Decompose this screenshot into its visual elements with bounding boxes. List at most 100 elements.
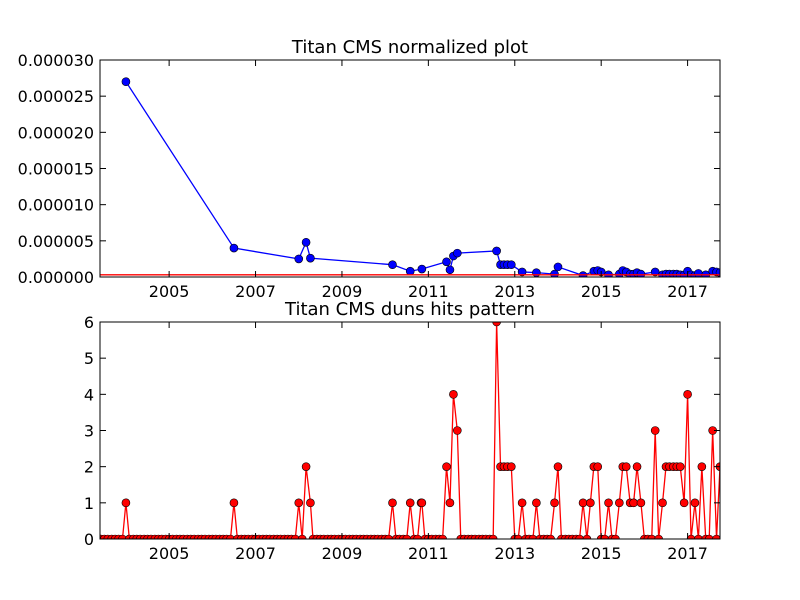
duns-data-point: [449, 390, 458, 399]
normalized-x-tick-label: 2013: [494, 282, 535, 301]
duns-data-point: [294, 498, 304, 508]
normalized-x-tick-label: 2009: [322, 282, 363, 301]
duns-data-point: [704, 534, 714, 539]
duns-data-point: [553, 462, 563, 471]
normalized-data-point: [694, 269, 703, 277]
duns-y-tick-label: 3: [84, 422, 94, 441]
duns-y-tick-label: 0: [84, 530, 94, 549]
normalized-x-tick-label: 2015: [581, 282, 622, 301]
duns-data-point: [629, 498, 638, 508]
duns-data-point: [384, 534, 393, 539]
normalized-y-tick-label: 0.000010: [18, 196, 94, 215]
duns-x-tick-label: 2013: [494, 544, 535, 563]
duns-data-point: [517, 498, 527, 508]
normalized-y-tick-label: 0.000015: [18, 160, 94, 179]
duns-x-tick-label: 2011: [408, 544, 449, 563]
duns-data-point: [290, 534, 300, 539]
duns-data-point: [550, 498, 559, 508]
duns-data-point: [582, 534, 592, 539]
duns-data-point: [445, 498, 455, 508]
duns-data-point: [694, 534, 703, 539]
duns-data-point: [621, 462, 631, 471]
duns-x-tick-label: 2009: [322, 544, 363, 563]
duns-data-point: [513, 534, 523, 539]
duns-data-point: [546, 534, 555, 539]
duns-series-line-0: [100, 322, 720, 539]
duns-data-point: [453, 426, 462, 435]
duns-data-point: [402, 534, 412, 539]
duns-plot-area: [100, 322, 720, 539]
duns-data-point: [600, 534, 609, 539]
normalized-y-tick-label: 0.000000: [18, 268, 94, 287]
duns-data-point: [604, 498, 613, 508]
duns-data-point: [121, 498, 131, 508]
duns-data-point: [697, 462, 707, 471]
normalized-plot-chart: Titan CMS normalized plot 2005 2007 2009 201…: [18, 37, 721, 301]
normalized-data-point: [553, 262, 563, 272]
duns-data-point: [532, 498, 541, 508]
normalized-data-point: [405, 266, 415, 276]
duns-data-point: [593, 462, 603, 471]
normalized-x-tick-label: 2005: [149, 282, 190, 301]
duns-data-point: [686, 534, 696, 539]
duns-data-point: [683, 390, 692, 399]
duns-data-point: [297, 534, 307, 539]
duns-data-point: [690, 498, 700, 508]
duns-data-point: [586, 498, 595, 508]
normalized-x-tick-label: 2011: [408, 282, 449, 301]
duns-data-point: [578, 498, 588, 508]
normalized-data-point: [442, 257, 451, 267]
normalized-data-point: [306, 253, 315, 263]
duns-data-point: [442, 462, 451, 471]
duns-data-point: [388, 498, 397, 508]
normalized-data-point: [507, 260, 516, 270]
duns-data-point: [528, 534, 538, 539]
normalized-y-tick-label: 0.000020: [18, 123, 94, 142]
duns-y-tick-label: 6: [84, 313, 94, 332]
normalized-data-point: [453, 248, 462, 258]
duns-y-tick-label: 1: [84, 494, 94, 513]
normalized-data-point: [294, 254, 304, 264]
duns-data-point: [712, 534, 720, 539]
duns-data-point: [229, 498, 239, 508]
normalized-data-point: [301, 237, 311, 247]
duns-y-tick-label: 2: [84, 458, 94, 477]
duns-data-point: [413, 534, 422, 539]
normalized-data-point: [517, 267, 527, 277]
duns-data-point: [632, 462, 642, 471]
duns-data-point: [118, 534, 127, 539]
duns-data-point: [301, 462, 311, 471]
duns-data-point: [647, 534, 657, 539]
normalized-data-point: [445, 265, 455, 275]
duns-data-point: [492, 322, 501, 327]
duns-data-point: [654, 534, 663, 539]
duns-data-point: [636, 498, 646, 508]
normalized-data-point: [417, 264, 427, 274]
normalized-data-point: [492, 246, 501, 256]
duns-hits-chart: Titan CMS duns hits pattern 2005 2007 2009 2…: [84, 299, 721, 563]
normalized-data-point: [388, 260, 397, 270]
normalized-x-tick-label: 2017: [667, 282, 708, 301]
duns-x-tick-label: 2017: [667, 544, 708, 563]
duns-x-tick-label: 2007: [235, 544, 276, 563]
duns-data-point: [306, 498, 315, 508]
normalized-data-point: [229, 243, 239, 253]
duns-data-point: [438, 534, 447, 539]
normalized-y-tick-label: 0.000005: [18, 232, 94, 251]
duns-data-point: [675, 462, 685, 471]
duns-data-point: [507, 462, 516, 471]
duns-chart-title: Titan CMS duns hits pattern: [284, 299, 535, 320]
duns-x-tick-label: 2015: [581, 544, 622, 563]
duns-data-point: [650, 426, 660, 435]
duns-data-point: [405, 498, 415, 508]
normalized-y-tick-label: 0.000030: [18, 51, 94, 70]
normalized-chart-title: Titan CMS normalized plot: [291, 37, 528, 58]
duns-data-point: [575, 534, 584, 539]
duns-data-point: [615, 498, 624, 508]
duns-x-tick-label: 2005: [149, 544, 190, 563]
duns-data-point: [679, 498, 689, 508]
duns-y-tick-label: 5: [84, 349, 94, 368]
normalized-y-tick-label: 0.000025: [18, 87, 94, 106]
normalized-data-point: [650, 267, 660, 277]
